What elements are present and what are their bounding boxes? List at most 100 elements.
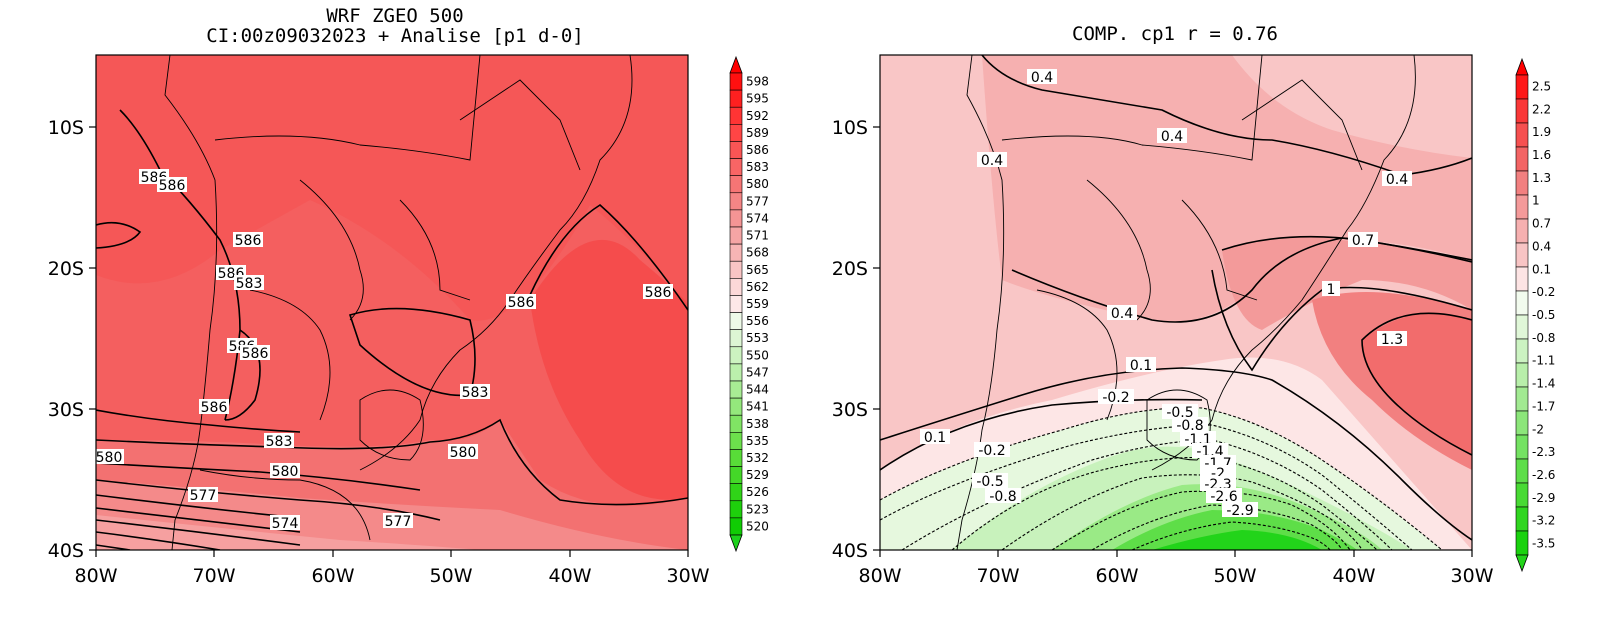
border-north <box>214 55 481 161</box>
colorbar-label: -2.9 <box>1532 491 1555 505</box>
composite-map-panel: COMP. cp1 r = 0.76 <box>802 0 1604 620</box>
contour-label: 586 <box>645 285 672 301</box>
colorbar-label: 1.3 <box>1532 171 1551 185</box>
contour-586-east <box>529 204 688 311</box>
border-argentina <box>249 289 331 421</box>
contour-label: 583 <box>266 434 293 450</box>
contour-01 <box>880 367 1472 541</box>
colorbar-label: 577 <box>746 194 769 208</box>
contour-13 <box>1361 312 1472 456</box>
colorbar-label: 520 <box>746 519 769 533</box>
x-tick-label: 40W <box>549 565 592 587</box>
colorbar-swatch <box>1515 146 1529 172</box>
colorbar-swatch <box>1515 290 1529 316</box>
contour-label: -0.8 <box>1176 418 1203 434</box>
colorbar-label: 589 <box>746 126 769 140</box>
colorbar-swatch <box>729 380 743 399</box>
colorbar-label: -2 <box>1532 422 1544 436</box>
tick-marks <box>89 126 689 557</box>
colorbar-label: 592 <box>746 109 769 123</box>
contour-label: 0.4 <box>1031 70 1053 86</box>
contour-577 <box>96 462 421 491</box>
x-tick-label: 30W <box>667 565 710 587</box>
contour-label: 583 <box>462 385 489 401</box>
contour-label: 0.4 <box>1111 306 1133 322</box>
contour-562 <box>96 531 221 550</box>
contour-label: 580 <box>96 450 123 466</box>
contour-label: -2.9 <box>1226 503 1253 519</box>
colorbar-bottom-arrow <box>729 534 743 553</box>
border-states-1 <box>1181 199 1258 301</box>
composite-field: 0.4 0.4 0.4 0.4 0.7 1 1.3 0.4 0.1 -0.2 0… <box>880 55 1472 550</box>
contour-565 <box>96 519 301 546</box>
colorbar: 2.5 2.2 1.9 1.6 1.3 1 0.7 0.4 0.1 -0.2 -0.5 -0.8 -1.… <box>1515 57 1555 573</box>
contour-label: 586 <box>235 233 262 249</box>
colorbar-swatch <box>729 192 743 211</box>
x-tick-label: 50W <box>1214 565 1257 587</box>
colorbar-label: -2.3 <box>1532 445 1555 459</box>
colorbar-label: 2.2 <box>1532 102 1551 116</box>
colorbar-swatch <box>1515 506 1529 532</box>
field-high-region <box>530 239 688 500</box>
colorbar-label: 523 <box>746 502 769 516</box>
map-frame <box>879 54 1473 551</box>
colorbar: 598 595 592 589 586 583 580 577 574 571 568 565 562 5… <box>729 55 769 553</box>
colorbar-swatch <box>729 278 743 296</box>
colorbar-swatch <box>1515 482 1529 508</box>
field-586-region <box>96 55 688 321</box>
colorbar-swatch <box>729 397 743 416</box>
contour-label: -0.5 <box>976 474 1003 490</box>
field-04-region <box>982 55 1472 322</box>
colorbar-label: 550 <box>746 348 769 362</box>
colorbar-swatch <box>729 209 743 228</box>
colorbar-swatch <box>1515 98 1529 124</box>
colorbar-swatch <box>729 124 743 142</box>
east-coast <box>1151 55 1416 471</box>
colorbar-swatch <box>729 466 743 484</box>
colorbar-label: 580 <box>746 177 769 191</box>
x-tick-label: 60W <box>1096 565 1139 587</box>
map-title-line1: COMP. cp1 r = 0.76 <box>1072 23 1278 45</box>
colorbar-label: 544 <box>746 383 769 397</box>
contour-label: 0.4 <box>981 153 1003 169</box>
colorbar-label: 547 <box>746 365 769 379</box>
colorbar-swatch <box>729 72 743 91</box>
colorbar-swatch <box>729 432 743 450</box>
colorbar-label: 1 <box>1532 194 1540 208</box>
colorbar-label: 571 <box>746 229 769 243</box>
colorbar-top-arrow <box>1515 57 1529 76</box>
contour-label: 577 <box>190 488 217 504</box>
field-neg-29-region <box>1152 530 1322 550</box>
colorbar-swatch <box>729 226 743 245</box>
colorbar-label: -0.8 <box>1532 331 1555 345</box>
colorbar-label: 598 <box>746 75 769 89</box>
colorbar-swatch <box>1515 266 1529 292</box>
colorbar-swatch <box>729 346 743 365</box>
contour-574 <box>96 479 441 521</box>
colorbar-label: 574 <box>746 211 769 225</box>
colorbar-swatch <box>729 106 743 125</box>
colorbar-swatch <box>1515 458 1529 484</box>
contour-label: -0.2 <box>978 443 1005 459</box>
x-tick-label: 80W <box>75 565 118 587</box>
colorbar-swatch <box>1515 314 1529 340</box>
colorbar-swatch <box>1515 194 1529 220</box>
colorbar-label: 532 <box>746 451 769 465</box>
colorbar-label: 0.1 <box>1532 262 1551 276</box>
y-tick-label: 40S <box>832 540 868 562</box>
contour-label-group: 586 586 586 586 583 586 586 586 586 583 … <box>96 169 673 532</box>
colorbar-swatch <box>729 500 743 519</box>
colorbar-label: -1.4 <box>1532 377 1555 391</box>
contour-label: 577 <box>385 514 412 530</box>
geopotential-field: 586 586 586 586 583 586 586 586 586 583 … <box>96 55 688 550</box>
colorbar-swatch <box>729 483 743 502</box>
colorbar-swatch <box>729 517 743 536</box>
colorbar-swatch <box>729 449 743 467</box>
contour-label: 586 <box>242 346 269 362</box>
colorbar-swatch <box>1515 218 1529 244</box>
contour-label: 583 <box>236 276 263 292</box>
colorbar-label: 2.5 <box>1532 79 1551 93</box>
colorbar-swatch <box>1515 122 1529 148</box>
geopotential-map-panel: WRF ZGEO 500 CI:00z09032023 + Analise [p… <box>48 5 769 587</box>
field-low-region <box>96 515 480 550</box>
